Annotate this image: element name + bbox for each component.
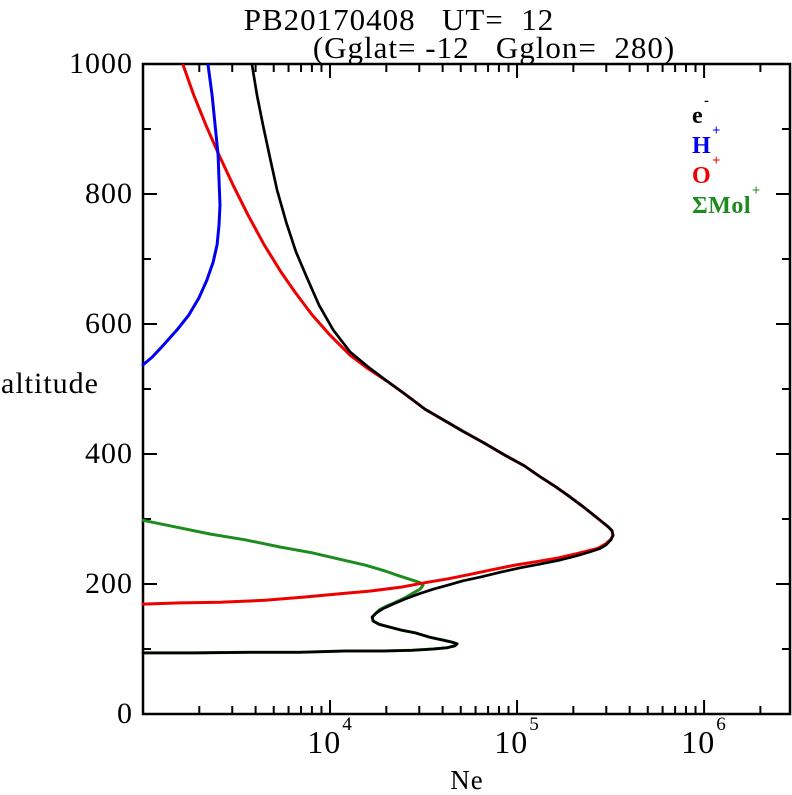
x-tick-label: 106	[656, 714, 752, 761]
y-tick-label: 200	[85, 567, 133, 600]
x-tick-base: 10	[681, 724, 716, 760]
y-axis-label: altitude	[1, 367, 99, 400]
y-tick-label: 1000	[69, 47, 133, 80]
legend-item-label: H	[692, 133, 712, 159]
x-axis-label: Ne	[450, 765, 484, 795]
x-tick-base: 10	[307, 724, 342, 760]
x-tick-exponent: 5	[529, 713, 540, 735]
legend-item-charge-sign: +	[712, 123, 721, 140]
x-tick-label: 105	[469, 714, 565, 761]
axes-layer	[141, 62, 792, 716]
legend-item-label: O	[692, 163, 712, 189]
y-tick-label: 600	[85, 307, 133, 340]
curve-h	[141, 63, 222, 367]
legend-item-charge-sign: -	[704, 93, 710, 110]
x-tick-base: 10	[494, 724, 529, 760]
legend-item-charge-sign: +	[712, 153, 721, 170]
legend-item: ΣMol+	[692, 183, 761, 220]
legend-item: O+	[692, 153, 721, 190]
legend-item: H+	[692, 123, 721, 160]
legend-item-charge-sign: +	[752, 183, 761, 200]
x-tick-exponent: 4	[342, 713, 353, 735]
curves-layer	[141, 63, 615, 655]
y-tick-label: 800	[85, 177, 133, 210]
legend-item: e-	[692, 93, 710, 130]
legend-item-label: e	[692, 103, 704, 129]
y-tick-label: 400	[85, 437, 133, 470]
plot-subtitle: (Gglat= -12 Gglon= 280)	[312, 30, 676, 65]
curve-e	[141, 63, 615, 655]
x-tick-label: 104	[282, 714, 378, 761]
legend-item-label: ΣMol	[692, 193, 752, 219]
x-tick-exponent: 6	[716, 713, 727, 735]
plot-title: PB20170408 UT= 12	[243, 2, 555, 37]
y-tick-label: 0	[117, 697, 133, 730]
curve-o	[141, 63, 615, 606]
